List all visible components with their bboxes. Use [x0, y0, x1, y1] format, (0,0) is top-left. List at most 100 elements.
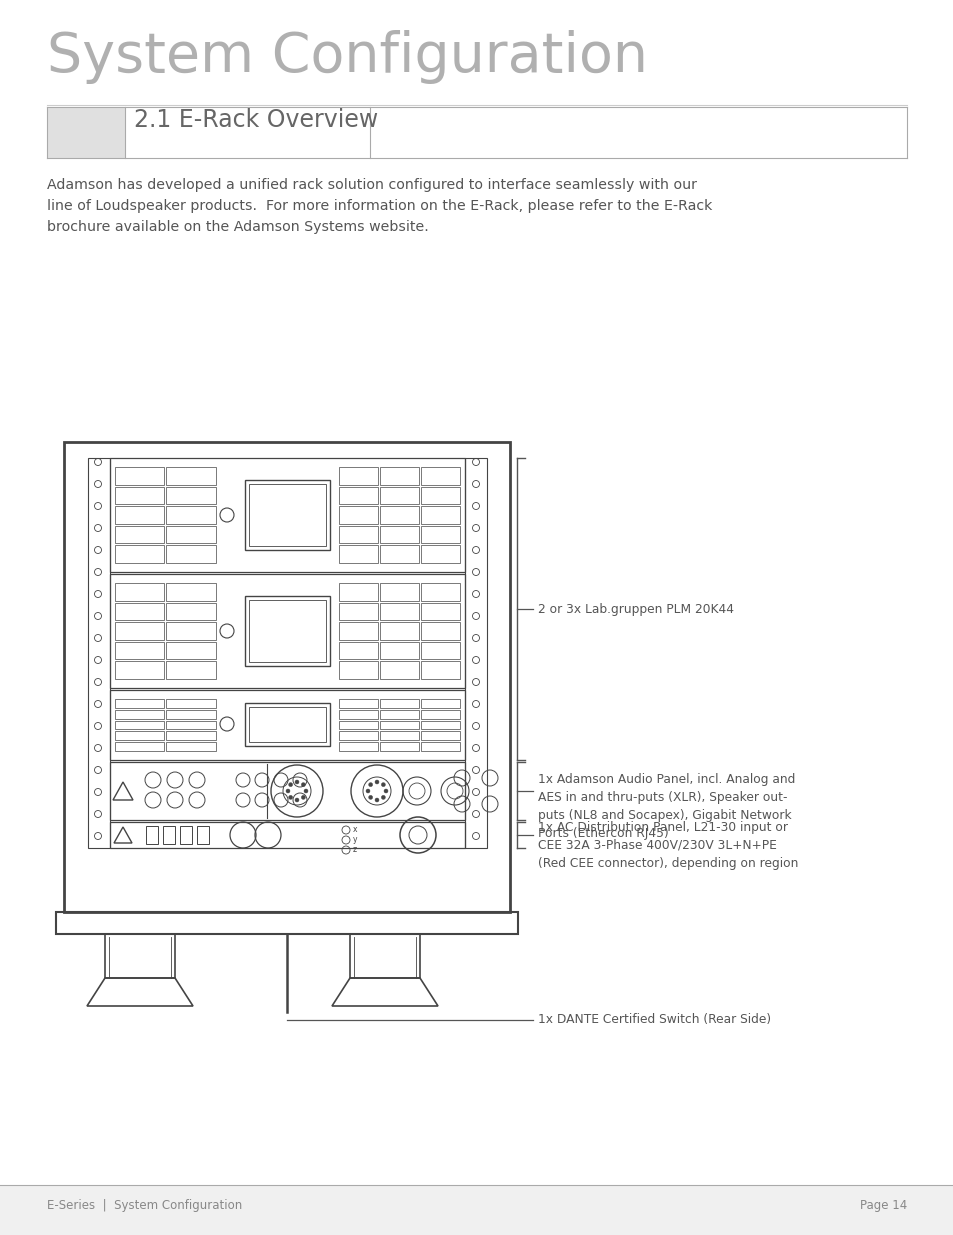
Bar	[115, 699, 164, 708]
Bar	[196, 826, 209, 844]
Bar	[115, 603, 164, 620]
Bar	[379, 742, 418, 751]
Bar	[379, 583, 418, 600]
Bar	[115, 583, 164, 600]
Text: Adamson has developed a unified rack solution configured to interface seamlessly: Adamson has developed a unified rack sol…	[47, 178, 712, 235]
Text: z: z	[353, 846, 356, 855]
Circle shape	[375, 798, 378, 802]
Bar	[338, 583, 377, 600]
Bar	[167, 487, 215, 504]
Text: 1x AC Distribution Panel, L21-30 input or
CEE 32A 3-Phase 400V/230V 3L+N+PE
(Red: 1x AC Distribution Panel, L21-30 input o…	[537, 821, 798, 869]
Bar	[338, 742, 377, 751]
Bar	[338, 662, 377, 679]
Text: x: x	[353, 825, 357, 835]
Text: y: y	[353, 836, 357, 845]
Bar	[115, 742, 164, 751]
Bar	[379, 710, 418, 719]
Circle shape	[368, 783, 373, 787]
Bar	[180, 826, 192, 844]
Bar	[379, 487, 418, 504]
Text: 2 or 3x Lab.gruppen PLM 20K44: 2 or 3x Lab.gruppen PLM 20K44	[537, 603, 733, 615]
Bar	[167, 622, 215, 640]
Bar	[245, 597, 330, 666]
Bar	[105, 934, 174, 978]
Bar	[379, 642, 418, 659]
Bar	[338, 710, 377, 719]
Bar	[420, 699, 459, 708]
Bar	[115, 642, 164, 659]
Bar	[379, 662, 418, 679]
Circle shape	[368, 795, 373, 799]
Bar	[167, 720, 215, 730]
Bar	[379, 603, 418, 620]
Bar	[115, 467, 164, 484]
Bar	[146, 826, 158, 844]
Bar	[249, 600, 326, 662]
Bar	[464, 458, 486, 848]
Bar	[338, 467, 377, 484]
Bar	[115, 526, 164, 543]
Circle shape	[286, 789, 290, 793]
Bar	[420, 742, 459, 751]
Bar	[0, 1186, 953, 1235]
Bar	[167, 526, 215, 543]
Bar	[167, 506, 215, 524]
Bar	[47, 107, 125, 158]
Bar	[420, 662, 459, 679]
Bar	[420, 710, 459, 719]
Bar	[420, 720, 459, 730]
Bar	[249, 484, 326, 546]
Bar	[379, 720, 418, 730]
Bar	[420, 526, 459, 543]
Circle shape	[304, 789, 308, 793]
Circle shape	[301, 795, 305, 799]
Bar	[379, 546, 418, 563]
Bar	[110, 690, 464, 760]
Circle shape	[381, 795, 385, 799]
Bar	[115, 622, 164, 640]
Bar	[167, 546, 215, 563]
Bar	[115, 546, 164, 563]
Bar	[115, 710, 164, 719]
Bar	[115, 720, 164, 730]
Circle shape	[381, 783, 385, 787]
Bar	[167, 583, 215, 600]
Bar	[249, 706, 326, 742]
Bar	[167, 742, 215, 751]
Bar	[167, 467, 215, 484]
Bar	[379, 526, 418, 543]
Circle shape	[375, 781, 378, 784]
Bar	[338, 506, 377, 524]
Bar	[338, 603, 377, 620]
Bar	[110, 574, 464, 688]
Text: 2.1 E-Rack Overview: 2.1 E-Rack Overview	[133, 107, 377, 132]
Bar	[350, 934, 419, 978]
Bar	[115, 662, 164, 679]
Bar	[56, 911, 517, 934]
Bar	[420, 583, 459, 600]
Bar	[163, 826, 174, 844]
Bar	[110, 458, 464, 572]
Bar	[110, 823, 464, 848]
Bar	[167, 603, 215, 620]
Circle shape	[294, 798, 298, 802]
Bar	[167, 642, 215, 659]
Bar	[338, 720, 377, 730]
Bar	[110, 762, 464, 820]
Circle shape	[366, 789, 370, 793]
Text: 1x Adamson Audio Panel, incl. Analog and
AES in and thru-puts (XLR), Speaker out: 1x Adamson Audio Panel, incl. Analog and…	[537, 773, 795, 840]
Bar	[245, 480, 330, 550]
Bar	[115, 731, 164, 740]
Text: E-Series  |  System Configuration: E-Series | System Configuration	[47, 1198, 242, 1212]
Bar	[115, 506, 164, 524]
Text: System Configuration: System Configuration	[47, 30, 647, 84]
Bar	[167, 662, 215, 679]
Bar	[420, 467, 459, 484]
Bar	[338, 699, 377, 708]
Text: Page 14: Page 14	[859, 1198, 906, 1212]
Bar	[379, 731, 418, 740]
Bar	[379, 506, 418, 524]
Bar	[420, 506, 459, 524]
Bar	[115, 487, 164, 504]
Bar	[167, 699, 215, 708]
